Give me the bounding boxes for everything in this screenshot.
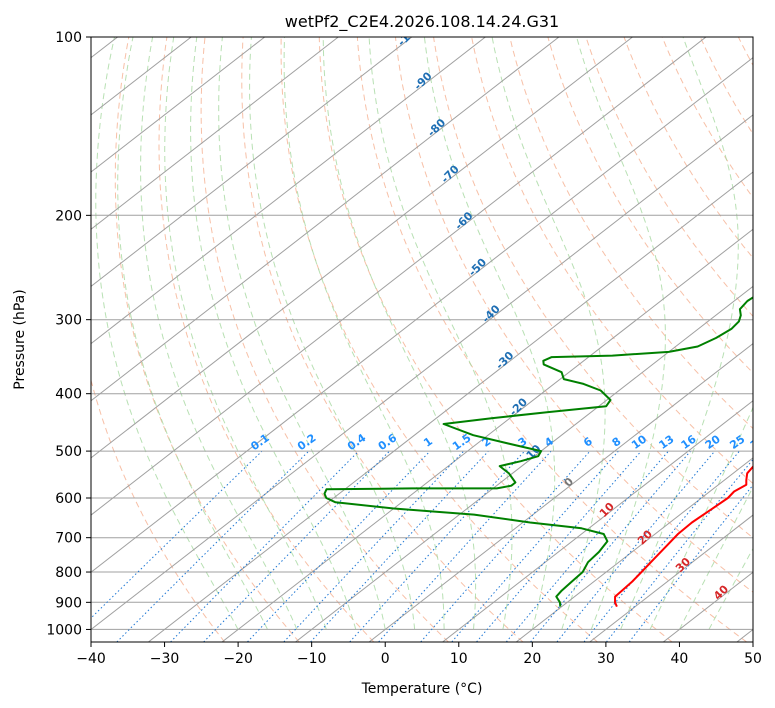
x-tick-label: −30 (150, 651, 180, 667)
mixing-ratio-line (91, 451, 263, 619)
mixing-ratio-line (628, 484, 753, 642)
y-tick-label: 300 (55, 313, 82, 329)
mixing-ratio-line (583, 451, 740, 642)
y-tick-label: 700 (55, 531, 82, 547)
mixing-ratio-label: 30 (748, 432, 768, 452)
moist-adiabat (117, 37, 268, 630)
temperature-profile-line (614, 465, 753, 608)
profile-series (323, 296, 753, 608)
x-tick-label: 50 (744, 651, 762, 667)
mixing-ratio-line (203, 451, 390, 642)
dry-adiabat (623, 37, 753, 259)
dry-adiabat (241, 37, 524, 642)
dry-adiabat (471, 37, 753, 485)
mixing-ratio-line (116, 451, 309, 642)
isotherm-line (442, 400, 753, 642)
isotherm-line (91, 114, 753, 631)
moist-adiabat (649, 406, 753, 630)
mixing-ratio-line (349, 451, 525, 642)
isotherm-line (221, 228, 753, 642)
mixing-ratio-line (556, 451, 715, 642)
moist-adiabat (620, 37, 739, 630)
dry-adiabat (158, 37, 375, 642)
moist-adiabat (164, 37, 327, 630)
chart-title: wetPf2_C2E4.2026.108.14.24.G31 (285, 12, 559, 32)
moist-adiabat (576, 37, 666, 630)
y-axis-title: Pressure (hPa) (12, 289, 28, 389)
x-tick-label: 10 (450, 651, 468, 667)
dry-adiabat (433, 37, 753, 539)
x-tick-label: 40 (671, 651, 689, 667)
moist-adiabat (368, 37, 513, 630)
mixing-ratio-line (606, 458, 753, 642)
dry-adiabat (395, 37, 753, 593)
y-tick-label: 900 (55, 595, 82, 611)
mixing-ratio-line (476, 451, 642, 642)
x-tick-label: −20 (223, 651, 253, 667)
mixing-ratio-line (170, 451, 359, 642)
isotherm-line (368, 342, 753, 642)
dry-adiabat (585, 37, 753, 317)
dry-adiabat (356, 37, 747, 642)
moist-adiabat (423, 37, 556, 630)
y-tick-label: 400 (55, 387, 82, 403)
isotherm-line (515, 457, 753, 642)
moist-adiabat (218, 37, 386, 630)
isotherm-line (91, 37, 486, 345)
y-tick-label: 800 (55, 565, 82, 581)
background-lines (91, 37, 753, 642)
y-tick-label: 100 (55, 30, 82, 46)
y-tick-label: 200 (55, 208, 82, 224)
moist-adiabat (491, 37, 606, 630)
isotherm-line (148, 171, 753, 642)
dewpoint-profile-line (323, 296, 753, 607)
moist-adiabat (249, 37, 416, 630)
moist-adiabat (95, 37, 239, 630)
x-tick-label: −40 (76, 651, 106, 667)
y-tick-label: 500 (55, 444, 82, 460)
dry-adiabat (280, 37, 598, 642)
mixing-ratio-line (505, 451, 669, 642)
dry-adiabat (509, 37, 753, 430)
moist-adiabat (322, 37, 477, 630)
y-tick-label: 600 (55, 491, 82, 507)
mixing-ratio-line (310, 451, 489, 642)
isotherm-line (295, 285, 753, 642)
x-tick-label: 0 (381, 651, 390, 667)
x-tick-label: 30 (597, 651, 615, 667)
y-tick-label: 1000 (46, 622, 82, 638)
dry-adiabat (91, 37, 225, 642)
axes: −40 −30 −20 −10 0 10 20 30 40 50 100 200 300 400 500 60… (46, 30, 762, 667)
plot-frame (90, 36, 754, 643)
x-axis-title: Temperature (°C) (361, 681, 483, 697)
isotherm-line (589, 514, 753, 642)
isotherm-line (91, 37, 339, 230)
isotherm-line (91, 37, 633, 459)
dry-adiabat (114, 37, 300, 642)
isotherm-line (91, 57, 753, 573)
isotherm-label: -100 (395, 20, 424, 49)
moist-adiabat (140, 37, 298, 630)
mixing-ratio-line (530, 451, 691, 642)
x-tick-label: −10 (297, 651, 327, 667)
isotherm-line (91, 37, 707, 516)
isotherm-line (91, 37, 560, 402)
moist-adiabat (283, 37, 445, 630)
dry-adiabat (200, 37, 449, 642)
dry-adiabat (318, 37, 673, 642)
isotherm-line (91, 37, 413, 288)
x-tick-label: 20 (523, 651, 541, 667)
isotherm-line (91, 37, 266, 173)
moist-adiabat (190, 37, 357, 630)
dry-adiabat (547, 37, 753, 374)
